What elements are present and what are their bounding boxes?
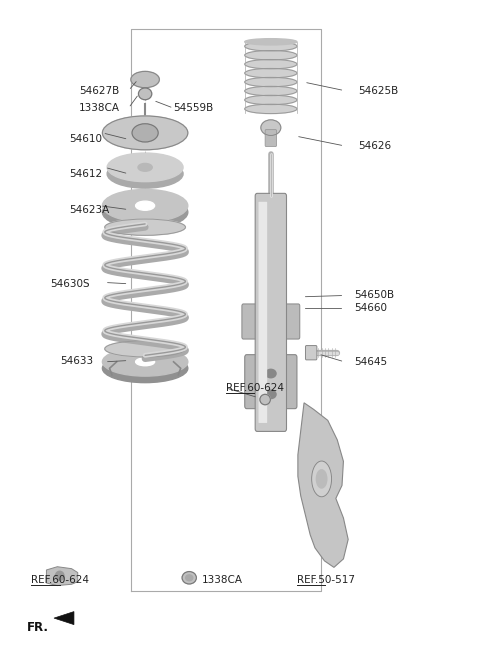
Text: REF.60-624: REF.60-624 [31,575,89,584]
Ellipse shape [186,575,193,581]
Ellipse shape [102,190,188,222]
Ellipse shape [102,116,188,150]
Ellipse shape [131,72,159,88]
Text: 54610: 54610 [69,134,102,144]
Ellipse shape [245,60,297,69]
Ellipse shape [136,358,155,366]
Text: 54630S: 54630S [50,279,90,289]
Ellipse shape [105,340,185,357]
Ellipse shape [245,39,297,45]
Ellipse shape [245,51,297,60]
Ellipse shape [261,120,281,136]
Ellipse shape [136,201,155,211]
Ellipse shape [265,390,276,399]
Ellipse shape [245,68,297,78]
Ellipse shape [132,124,158,142]
FancyBboxPatch shape [242,304,259,339]
Text: REF.50-517: REF.50-517 [297,575,355,584]
Text: 54650B: 54650B [354,291,394,300]
Ellipse shape [312,461,332,497]
Text: 1338CA: 1338CA [202,575,243,584]
Text: 54626: 54626 [359,141,392,151]
Ellipse shape [56,571,64,581]
Ellipse shape [138,88,152,100]
Ellipse shape [245,77,297,87]
Text: 54612: 54612 [69,169,102,179]
Text: REF.60-624: REF.60-624 [226,383,284,393]
FancyBboxPatch shape [283,304,300,339]
FancyBboxPatch shape [259,202,267,423]
FancyBboxPatch shape [305,346,317,360]
Text: 54625B: 54625B [359,85,399,96]
Ellipse shape [105,219,185,236]
Ellipse shape [265,369,276,378]
Polygon shape [47,567,78,586]
Text: 54559B: 54559B [174,103,214,113]
Text: 54627B: 54627B [79,85,119,96]
Text: 54623A: 54623A [69,205,109,215]
Text: 54645: 54645 [354,357,387,367]
Polygon shape [298,403,348,567]
FancyBboxPatch shape [265,130,276,146]
Ellipse shape [102,348,188,376]
Ellipse shape [245,104,297,113]
Text: 54633: 54633 [60,356,93,365]
Ellipse shape [102,196,188,228]
Ellipse shape [245,95,297,105]
Ellipse shape [316,470,327,488]
Ellipse shape [245,87,297,96]
Polygon shape [54,611,74,625]
FancyBboxPatch shape [245,355,297,409]
Text: FR.: FR. [26,621,48,634]
Ellipse shape [245,41,297,51]
FancyBboxPatch shape [255,194,287,432]
Ellipse shape [260,394,270,405]
Ellipse shape [102,354,188,382]
Ellipse shape [107,153,183,182]
Ellipse shape [182,571,196,584]
Text: 54660: 54660 [354,304,387,314]
Text: 1338CA: 1338CA [79,103,120,113]
Ellipse shape [138,163,152,171]
Ellipse shape [107,159,183,188]
